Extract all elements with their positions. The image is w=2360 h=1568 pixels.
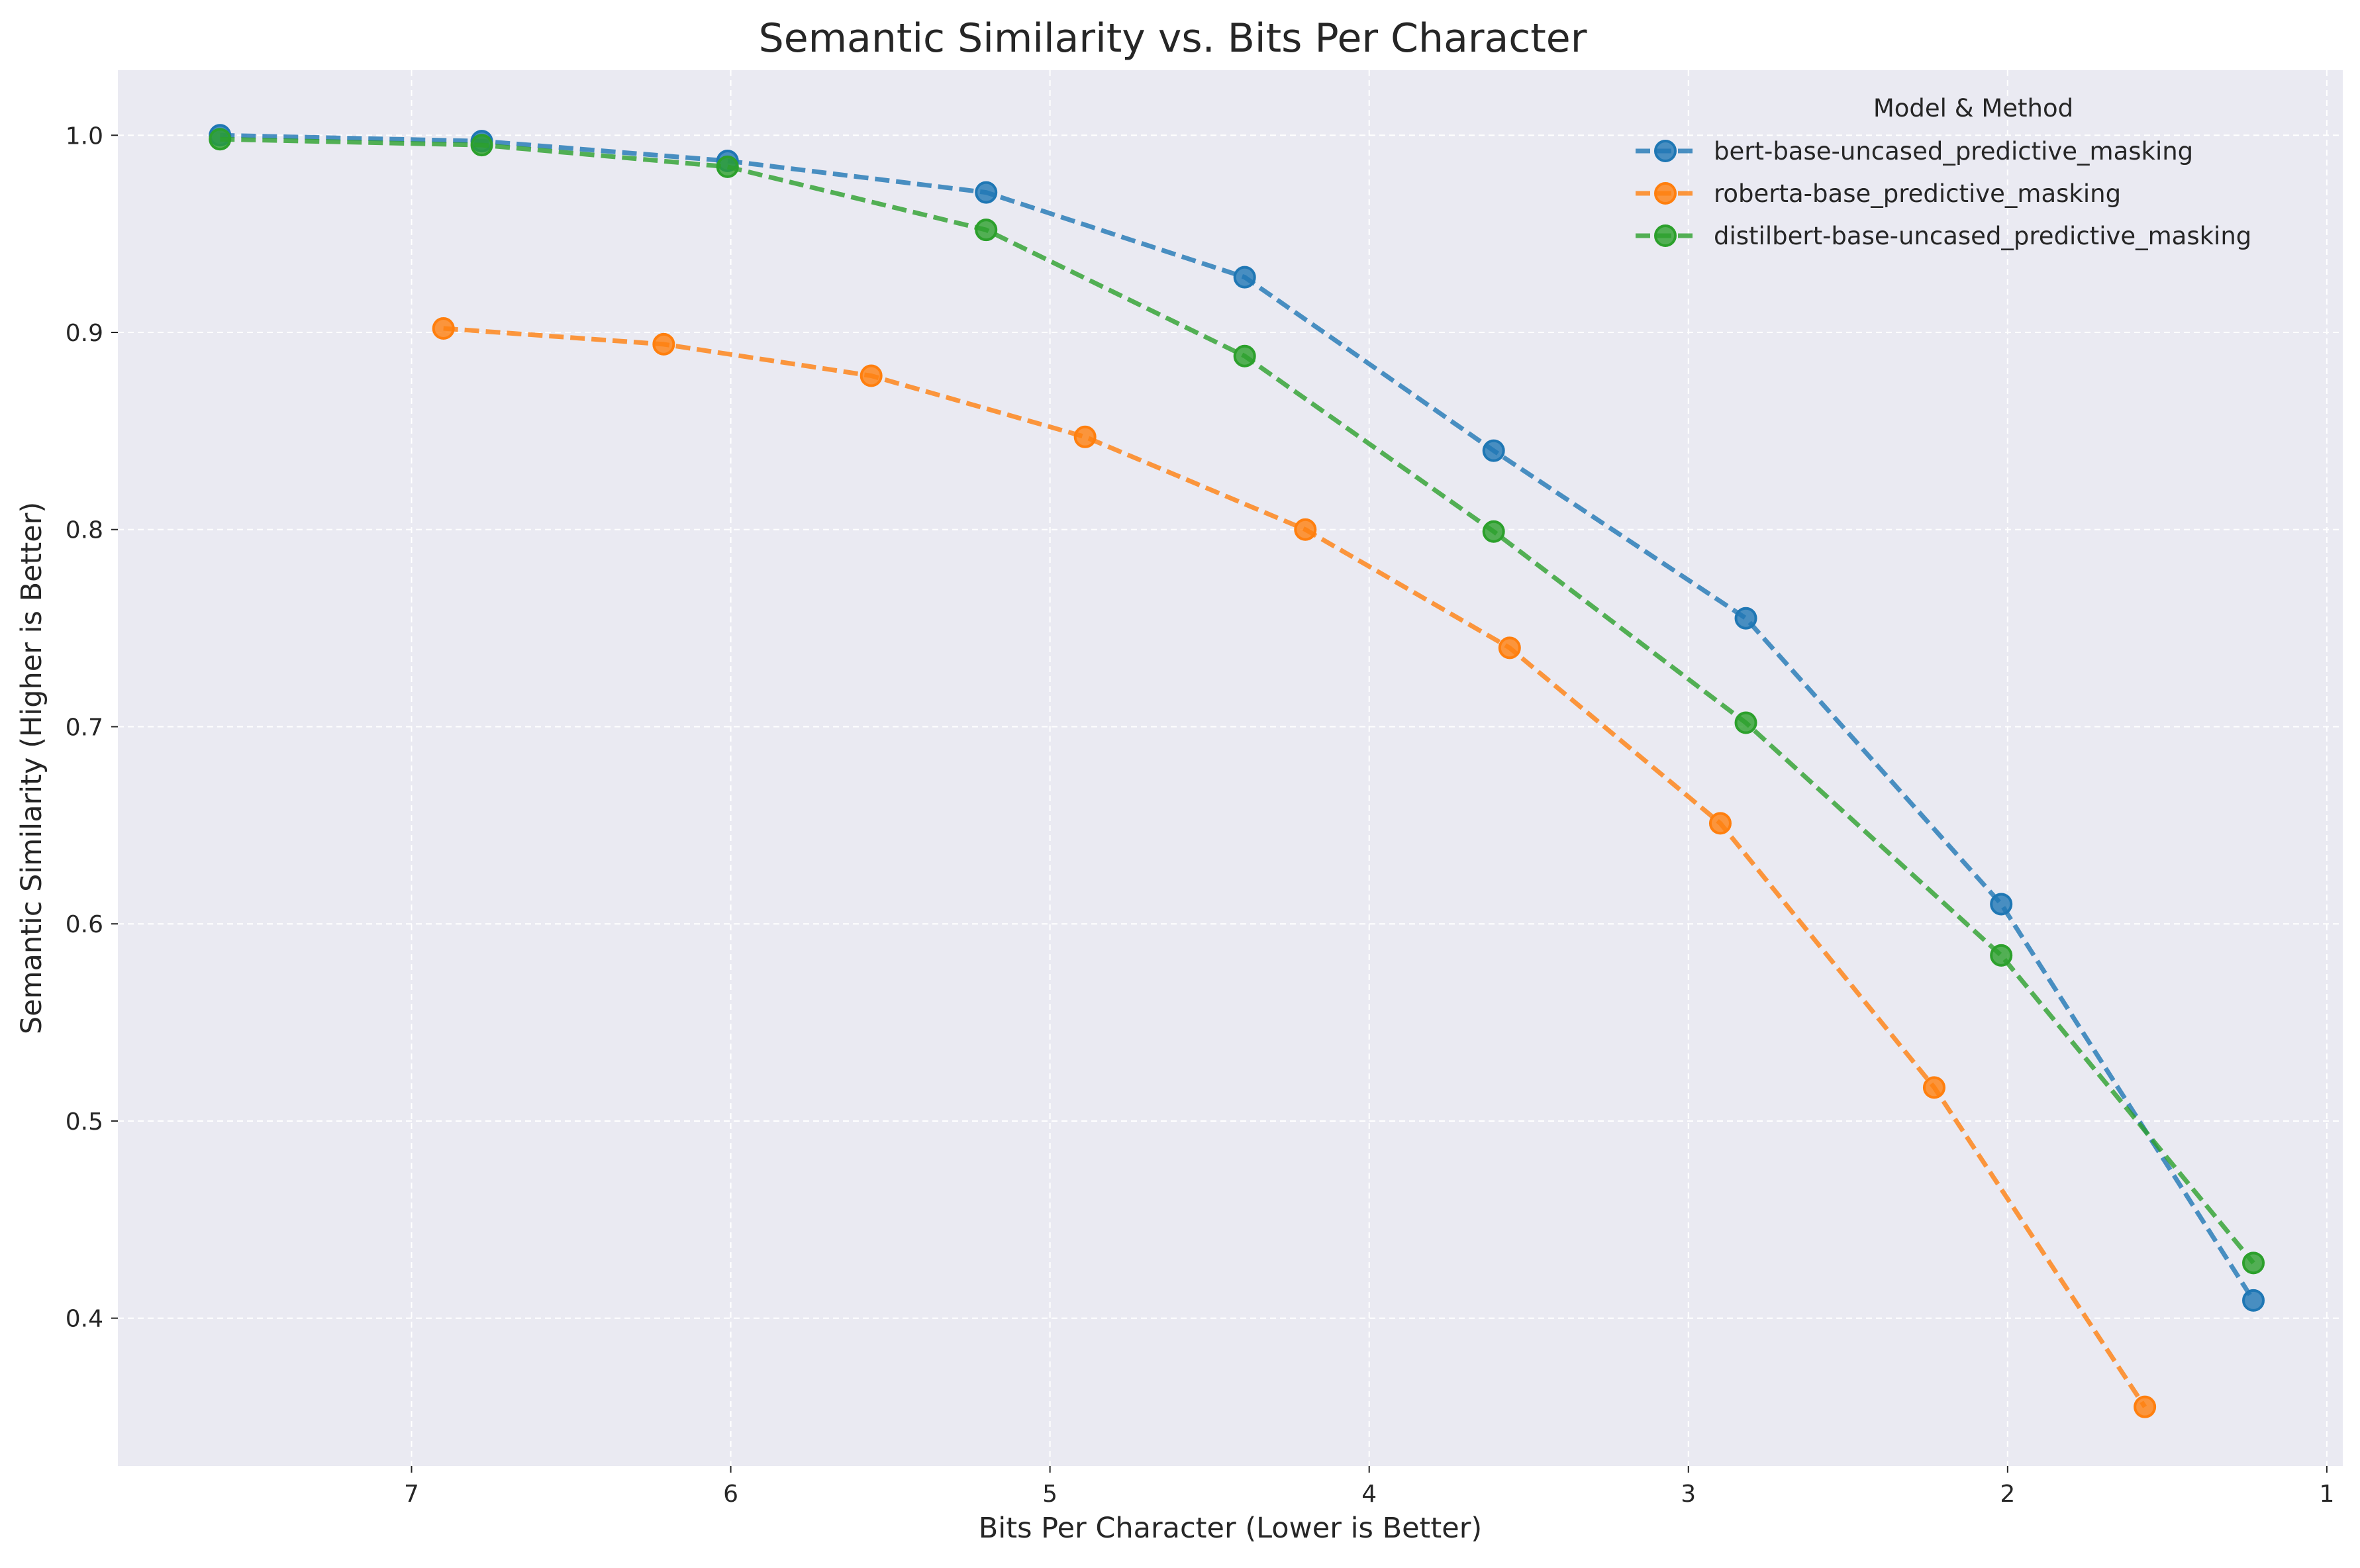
legend-label: distilbert-base-uncased_predictive_maski… xyxy=(1714,222,2251,250)
y-tick-label: 0.9 xyxy=(66,320,103,347)
plot-area xyxy=(118,70,2343,1466)
data-point xyxy=(1734,711,1757,734)
data-point xyxy=(470,134,493,157)
x-tick-label: 6 xyxy=(723,1481,738,1508)
data-point xyxy=(1073,425,1097,448)
data-point xyxy=(1233,266,1256,289)
series-2 xyxy=(209,128,2265,1275)
data-point xyxy=(2242,1251,2265,1275)
legend-marker xyxy=(1654,182,1677,205)
data-point xyxy=(1922,1076,1945,1099)
data-point xyxy=(1482,520,1505,543)
data-point xyxy=(2134,1395,2157,1418)
y-tick-label: 0.5 xyxy=(66,1108,103,1136)
legend-item: distilbert-base-uncased_predictive_maski… xyxy=(1636,222,2251,250)
data-point xyxy=(860,364,883,387)
chart-title: Semantic Similarity vs. Bits Per Charact… xyxy=(759,15,1587,62)
data-point xyxy=(975,219,998,242)
data-point xyxy=(1482,439,1505,462)
series-1 xyxy=(432,317,2157,1418)
data-point xyxy=(1734,607,1757,630)
legend-title: Model & Method xyxy=(1873,94,2073,122)
data-point xyxy=(209,128,232,151)
x-tick-label: 7 xyxy=(404,1481,419,1508)
data-point xyxy=(1990,944,2013,967)
legend-marker xyxy=(1654,224,1677,247)
data-point xyxy=(1294,518,1317,541)
data-point xyxy=(975,181,998,204)
data-point xyxy=(652,332,675,356)
data-point xyxy=(2242,1289,2265,1312)
y-tick-label: 0.4 xyxy=(66,1306,103,1333)
data-point xyxy=(432,317,455,340)
x-tick-label: 5 xyxy=(1042,1481,1057,1508)
y-tick-label: 1.0 xyxy=(66,122,103,150)
legend-label: bert-base-uncased_predictive_masking xyxy=(1714,137,2193,166)
legend-marker xyxy=(1654,140,1677,162)
data-point xyxy=(1990,893,2013,916)
data-point xyxy=(716,155,739,178)
y-tick-label: 0.8 xyxy=(66,517,103,544)
legend: Model & Method bert-base-uncased_predict… xyxy=(1636,94,2251,250)
x-tick-label: 2 xyxy=(2000,1481,2015,1508)
x-tick-label: 4 xyxy=(1361,1481,1377,1508)
data-point xyxy=(1498,636,1521,660)
y-tick-label: 0.6 xyxy=(66,911,103,938)
series-layer xyxy=(209,124,2265,1418)
axis-ticks: 7 6 5 4 3 2 1 0.4 0.5 0.6 0.7 0.8 0.9 1.0 xyxy=(66,122,2335,1508)
legend-item: bert-base-uncased_predictive_masking xyxy=(1636,137,2193,166)
x-tick-label: 3 xyxy=(1681,1481,1696,1508)
legend-items: bert-base-uncased_predictive_maskingrobe… xyxy=(1636,137,2251,250)
y-axis-label: Semantic Similarity (Higher is Better) xyxy=(15,502,48,1034)
legend-label: roberta-base_predictive_masking xyxy=(1714,179,2121,208)
data-point xyxy=(1708,812,1732,835)
legend-item: roberta-base_predictive_masking xyxy=(1636,179,2121,208)
x-tick-label: 1 xyxy=(2319,1481,2334,1508)
x-axis-label: Bits Per Character (Lower is Better) xyxy=(979,1512,1482,1545)
y-tick-label: 0.7 xyxy=(66,714,103,741)
data-point xyxy=(1233,344,1256,368)
